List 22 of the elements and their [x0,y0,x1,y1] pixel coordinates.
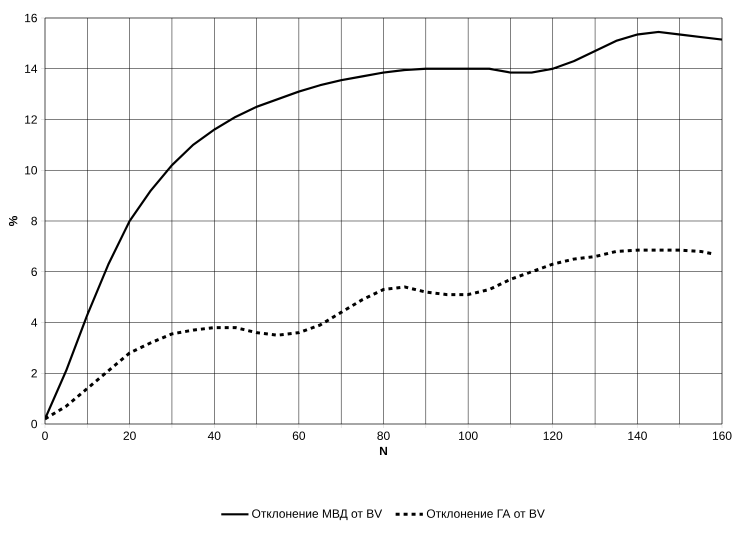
y-tick-label: 14 [25,64,38,73]
y-tick-label: 2 [31,369,37,378]
y-tick-label: 12 [25,115,37,124]
x-tick-label: 80 [377,432,390,440]
x-tick-label: 160 [712,432,732,440]
y-tick-label: 10 [25,166,38,174]
y-tick-label: 8 [31,216,37,226]
x-tick-label: 40 [208,432,220,440]
legend-label: Отклонение МВД от BV [252,509,382,520]
y-tick-label: 4 [31,318,38,327]
legend-label: Отклонение ГА от BV [426,509,545,518]
x-tick-label: 120 [544,432,562,440]
x-tick-label: 100 [459,432,478,440]
y-tick-label: 0 [31,420,38,428]
x-tick-label: 0 [42,432,48,440]
y-axis-title: % [8,216,18,226]
y-tick-label: 6 [31,268,37,276]
x-tick-label: 60 [292,432,306,440]
x-axis-title: N [380,446,388,456]
y-tick-label: 16 [25,14,37,22]
x-tick-label: 20 [124,432,136,440]
x-tick-label: 140 [628,432,647,440]
